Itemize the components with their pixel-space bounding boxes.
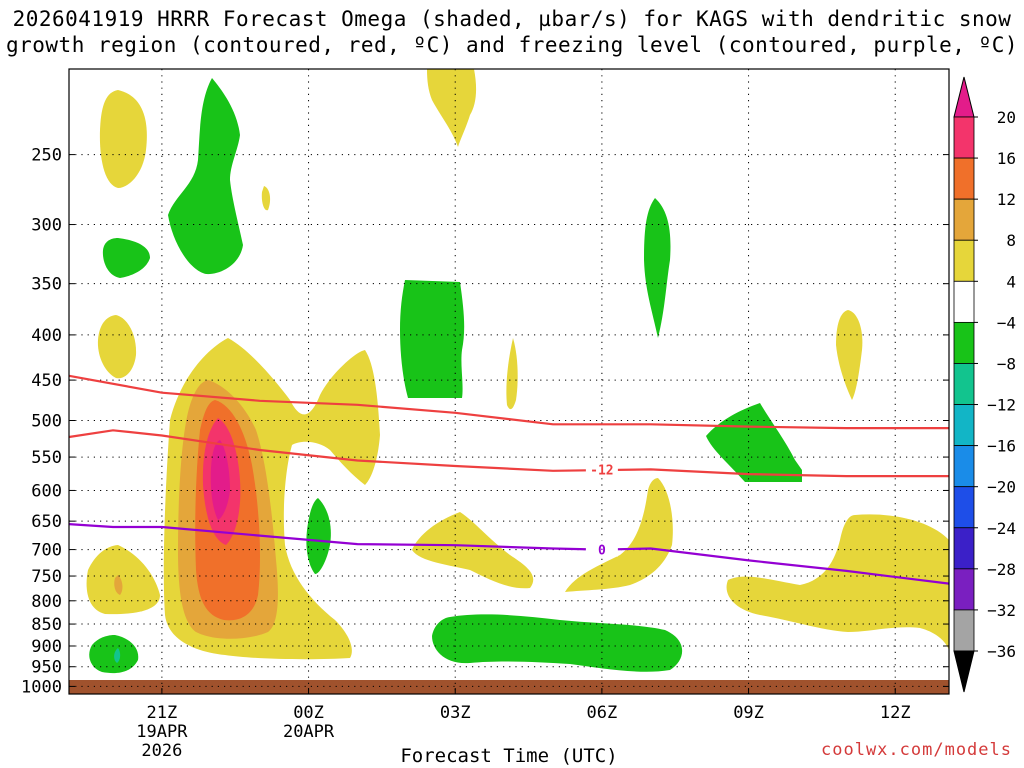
shade-region: [99, 90, 147, 188]
plot-frame: [68, 68, 950, 695]
y-tick-label: 750: [31, 567, 62, 587]
colorbar-swatch: [953, 363, 975, 405]
shade-region: [432, 614, 683, 672]
shade-region: [86, 545, 160, 615]
gridlines: [69, 69, 949, 694]
chart-title: 2026041919 HRRR Forecast Omega (shaded, …: [0, 6, 1024, 58]
colorbar: 20 16 12 8 4 −4 −8 −12 −16 −20 −24 −28 −32 −36: [953, 76, 1016, 693]
colorbar-label: 12: [997, 190, 1016, 209]
shade-region: [210, 440, 230, 520]
credit-text: coolwx.com/models: [821, 740, 1012, 760]
shade-region: [306, 498, 331, 574]
x-tick-year: 2026: [141, 741, 182, 761]
x-tick-label: 00Z: [293, 703, 324, 723]
shade-region: [836, 310, 863, 400]
colorbar-swatch: [953, 609, 975, 652]
colorbar-swatch: [953, 321, 975, 364]
shade-region: [565, 478, 673, 592]
colorbar-label: 8: [1006, 231, 1016, 250]
x-tick-label: 12Z: [880, 703, 911, 723]
y-tick-label: 650: [31, 512, 62, 532]
chart-title-line1: 2026041919 HRRR Forecast Omega (shaded, …: [12, 7, 1012, 31]
y-axis: 2503003504004505005506006507007508008509…: [21, 146, 949, 697]
x-tick-label: 09Z: [733, 703, 764, 723]
y-tick-label: 850: [31, 615, 62, 635]
shade-region: [261, 186, 271, 211]
y-tick-label: 400: [31, 326, 62, 346]
contour-line: [68, 429, 949, 478]
y-tick-label: 300: [31, 216, 62, 236]
y-tick-label: 250: [31, 146, 62, 166]
shade-region: [114, 648, 121, 663]
colorbar-label: −8: [997, 354, 1016, 373]
contour-label-bg: [585, 540, 618, 557]
colorbar-label: −24: [987, 519, 1016, 538]
x-tick-date: 19APR: [136, 722, 188, 742]
colorbar-swatch: [953, 116, 975, 159]
shade-region: [102, 238, 150, 278]
contour-label: 0: [598, 544, 606, 559]
x-tick-label: 06Z: [587, 703, 618, 723]
ground-fill: [69, 680, 949, 694]
shade-region: [706, 403, 802, 482]
colorbar-bottom-arrow: [953, 650, 975, 693]
x-tick-date: 20APR: [283, 722, 335, 742]
x-tick-label: 03Z: [440, 703, 471, 723]
colorbar-swatch: [953, 280, 975, 323]
y-tick-label: 600: [31, 481, 62, 501]
shade-region: [506, 338, 518, 410]
contour-lines: -12 0: [68, 374, 950, 585]
contour-label: -12: [590, 463, 613, 478]
shade-region: [726, 514, 949, 650]
shade-region: [114, 575, 123, 595]
colorbar-swatch: [953, 198, 975, 241]
y-tick-label: 950: [31, 658, 62, 678]
contour-line: [68, 523, 950, 585]
colorbar-label: −32: [987, 601, 1016, 620]
colorbar-label: −12: [987, 396, 1016, 415]
shade-region: [400, 280, 465, 398]
colorbar-label: 16: [997, 149, 1016, 168]
colorbar-top-arrow: [953, 76, 975, 118]
colorbar-swatch: [953, 568, 975, 611]
y-tick-label: 500: [31, 412, 62, 432]
colorbar-label: −20: [987, 478, 1016, 497]
colorbar-label: 4: [1006, 272, 1016, 291]
shade-region: [97, 315, 137, 379]
colorbar-label: −4: [997, 313, 1016, 332]
y-tick-label: 700: [31, 541, 62, 561]
x-tick-label: 21Z: [147, 703, 178, 723]
y-tick-label: 350: [31, 275, 62, 295]
y-tick-label: 1000: [21, 677, 62, 697]
colorbar-swatch: [953, 527, 975, 570]
colorbar-swatch: [953, 239, 975, 282]
shade-region: [427, 69, 477, 147]
colorbar-label: 20: [997, 108, 1016, 127]
y-tick-label: 900: [31, 637, 62, 657]
colorbar-swatch: [953, 445, 975, 488]
contour-line: [68, 374, 949, 430]
colorbar-swatch: [953, 157, 975, 200]
colorbar-swatch: [953, 486, 975, 529]
shade-region: [412, 512, 534, 589]
y-tick-label: 800: [31, 592, 62, 612]
shade-region: [168, 78, 243, 275]
colorbar-label: −36: [987, 642, 1016, 661]
colorbar-swatch: [953, 404, 975, 447]
contour-label-bg: [585, 460, 618, 477]
colorbar-label: −28: [987, 560, 1016, 579]
omega-shading: [69, 69, 949, 694]
shade-region: [89, 635, 139, 674]
colorbar-label: −16: [987, 437, 1016, 456]
y-tick-label: 450: [31, 371, 62, 391]
y-tick-label: 550: [31, 448, 62, 468]
shade-region: [644, 198, 671, 338]
x-axis-label: Forecast Time (UTC): [400, 745, 617, 767]
chart-title-line2: growth region (contoured, red, ºC) and f…: [5, 33, 1019, 57]
